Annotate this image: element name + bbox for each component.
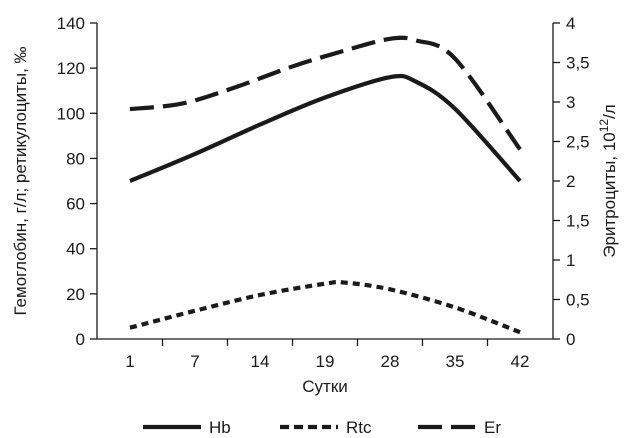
x-tick-label: 19 bbox=[316, 352, 335, 371]
series-line-er bbox=[129, 35, 522, 151]
chart-labels: 0 20 40 60 80 100 120 140 0 0,5 1 1,5 2 2,5 3 3,5 4 1 7 14 1… bbox=[11, 14, 619, 396]
right-tick-label: 0,5 bbox=[566, 291, 590, 310]
legend-label-er: Er bbox=[484, 418, 501, 437]
x-tick-label: 1 bbox=[125, 352, 134, 371]
right-tick-label: 0 bbox=[566, 330, 575, 349]
right-tick-label: 1,5 bbox=[566, 212, 590, 231]
left-tick-label: 60 bbox=[66, 195, 85, 214]
left-tick-label: 80 bbox=[66, 149, 85, 168]
x-tick-label: 42 bbox=[511, 352, 530, 371]
right-axis-title: Эритроциты, 1012/л bbox=[597, 104, 619, 257]
right-axis-title-sup: 12 bbox=[597, 119, 611, 133]
x-tick-label: 28 bbox=[381, 352, 400, 371]
left-tick-label: 100 bbox=[57, 104, 85, 123]
right-tick-label: 2,5 bbox=[566, 133, 590, 152]
right-tick-label: 3 bbox=[566, 93, 575, 112]
series-line-hb bbox=[129, 73, 522, 183]
series-line-rtc bbox=[129, 279, 521, 335]
right-tick-label: 4 bbox=[566, 14, 575, 33]
right-tick-label: 2 bbox=[566, 172, 575, 191]
chart-legend: Hb Rtc Er bbox=[143, 418, 501, 437]
left-tick-label: 20 bbox=[66, 285, 85, 304]
left-tick-label: 0 bbox=[76, 330, 85, 349]
x-tick-label: 7 bbox=[190, 352, 199, 371]
chart-axes bbox=[90, 22, 560, 346]
x-tick-label: 14 bbox=[251, 352, 270, 371]
left-tick-label: 40 bbox=[66, 240, 85, 259]
left-tick-label: 120 bbox=[57, 59, 85, 78]
chart-series-layer bbox=[129, 35, 522, 335]
right-tick-label: 1 bbox=[566, 251, 575, 270]
left-axis-title: Гемоглобин, г/л; ретикулоциты, ‰ bbox=[11, 46, 30, 315]
right-axis-title-main: Эритроциты, 10 bbox=[600, 132, 619, 257]
right-tick-label: 3,5 bbox=[566, 54, 590, 73]
x-tick-label: 35 bbox=[446, 352, 465, 371]
legend-label-rtc: Rtc bbox=[346, 418, 372, 437]
left-tick-label: 140 bbox=[57, 14, 85, 33]
x-axis-title: Сутки bbox=[302, 377, 348, 396]
right-axis-title-tail: /л bbox=[600, 104, 619, 119]
legend-label-hb: Hb bbox=[209, 418, 231, 437]
